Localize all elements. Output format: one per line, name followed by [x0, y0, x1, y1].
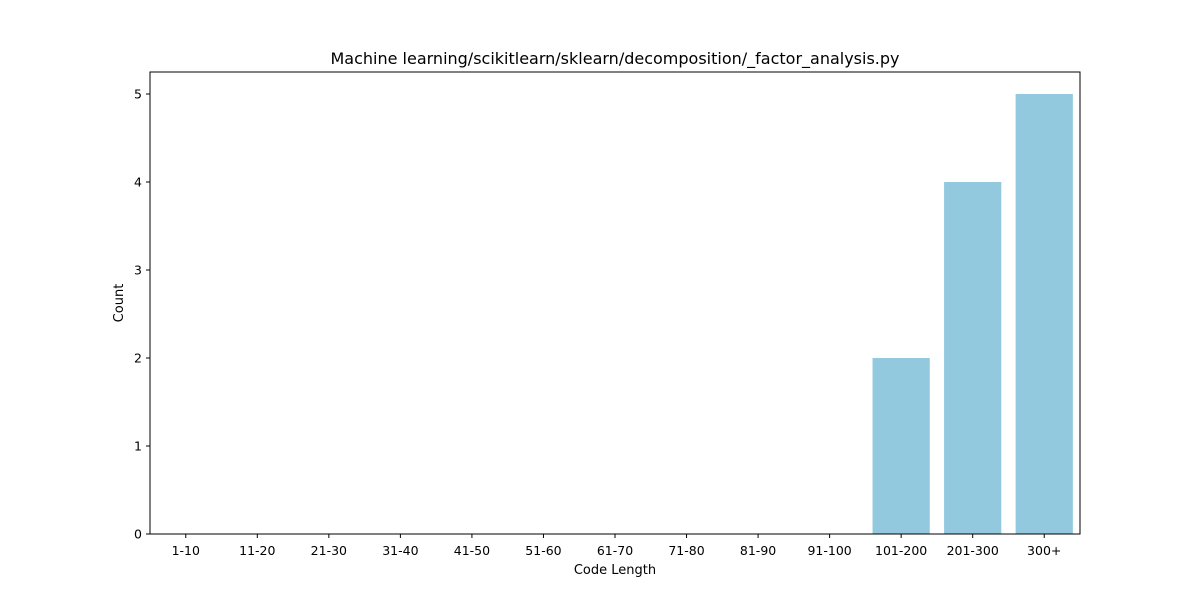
- y-tick-label: 2: [134, 351, 142, 366]
- plot-area-frame: [149, 71, 1081, 535]
- x-tick-label: 11-20: [239, 543, 275, 558]
- bar-300+: [1015, 94, 1073, 534]
- x-tick-label: 41-50: [454, 543, 490, 558]
- y-tick-label: 5: [134, 87, 142, 102]
- y-axis: 0 1 2 3 4 5: [134, 87, 150, 542]
- bars-layer: [872, 94, 1073, 534]
- x-tick-label: 31-40: [382, 543, 418, 558]
- x-tick-label: 1-10: [172, 543, 200, 558]
- y-tick-label: 0: [134, 527, 142, 542]
- x-tick-label: 81-90: [740, 543, 776, 558]
- x-tick-label: 51-60: [525, 543, 561, 558]
- x-tick-label: 71-80: [668, 543, 704, 558]
- x-tick-label: 61-70: [597, 543, 633, 558]
- x-tick-label: 21-30: [311, 543, 347, 558]
- bar-101-200: [872, 358, 930, 534]
- x-axis-label: Code Length: [574, 563, 656, 578]
- x-tick-label: 300+: [1027, 543, 1061, 558]
- y-tick-label: 1: [134, 439, 142, 454]
- y-tick-label: 3: [134, 263, 142, 278]
- y-tick-label: 4: [134, 175, 142, 190]
- x-tick-label: 101-200: [875, 543, 927, 558]
- y-axis-label: Count: [112, 284, 127, 323]
- bar-201-300: [944, 182, 1002, 534]
- x-tick-label: 201-300: [947, 543, 999, 558]
- chart-title: Machine learning/scikitlearn/sklearn/dec…: [330, 49, 899, 69]
- x-tick-label: 91-100: [807, 543, 851, 558]
- x-axis: 1-10 11-20 21-30 31-40 41-50 51-60 61-70 71-80 8…: [172, 534, 1061, 558]
